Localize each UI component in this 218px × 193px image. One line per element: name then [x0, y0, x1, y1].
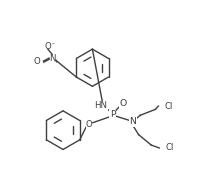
- Text: Cl: Cl: [165, 143, 174, 152]
- Text: O: O: [33, 57, 40, 66]
- Text: O: O: [119, 99, 126, 108]
- Text: -: -: [51, 40, 54, 46]
- Text: O: O: [86, 120, 92, 130]
- Text: HN: HN: [94, 101, 107, 110]
- Text: Cl: Cl: [165, 102, 173, 111]
- Text: N: N: [129, 118, 136, 126]
- Text: O: O: [44, 42, 51, 51]
- Text: N: N: [49, 54, 55, 63]
- Text: P: P: [110, 110, 115, 119]
- Text: +: +: [53, 59, 58, 64]
